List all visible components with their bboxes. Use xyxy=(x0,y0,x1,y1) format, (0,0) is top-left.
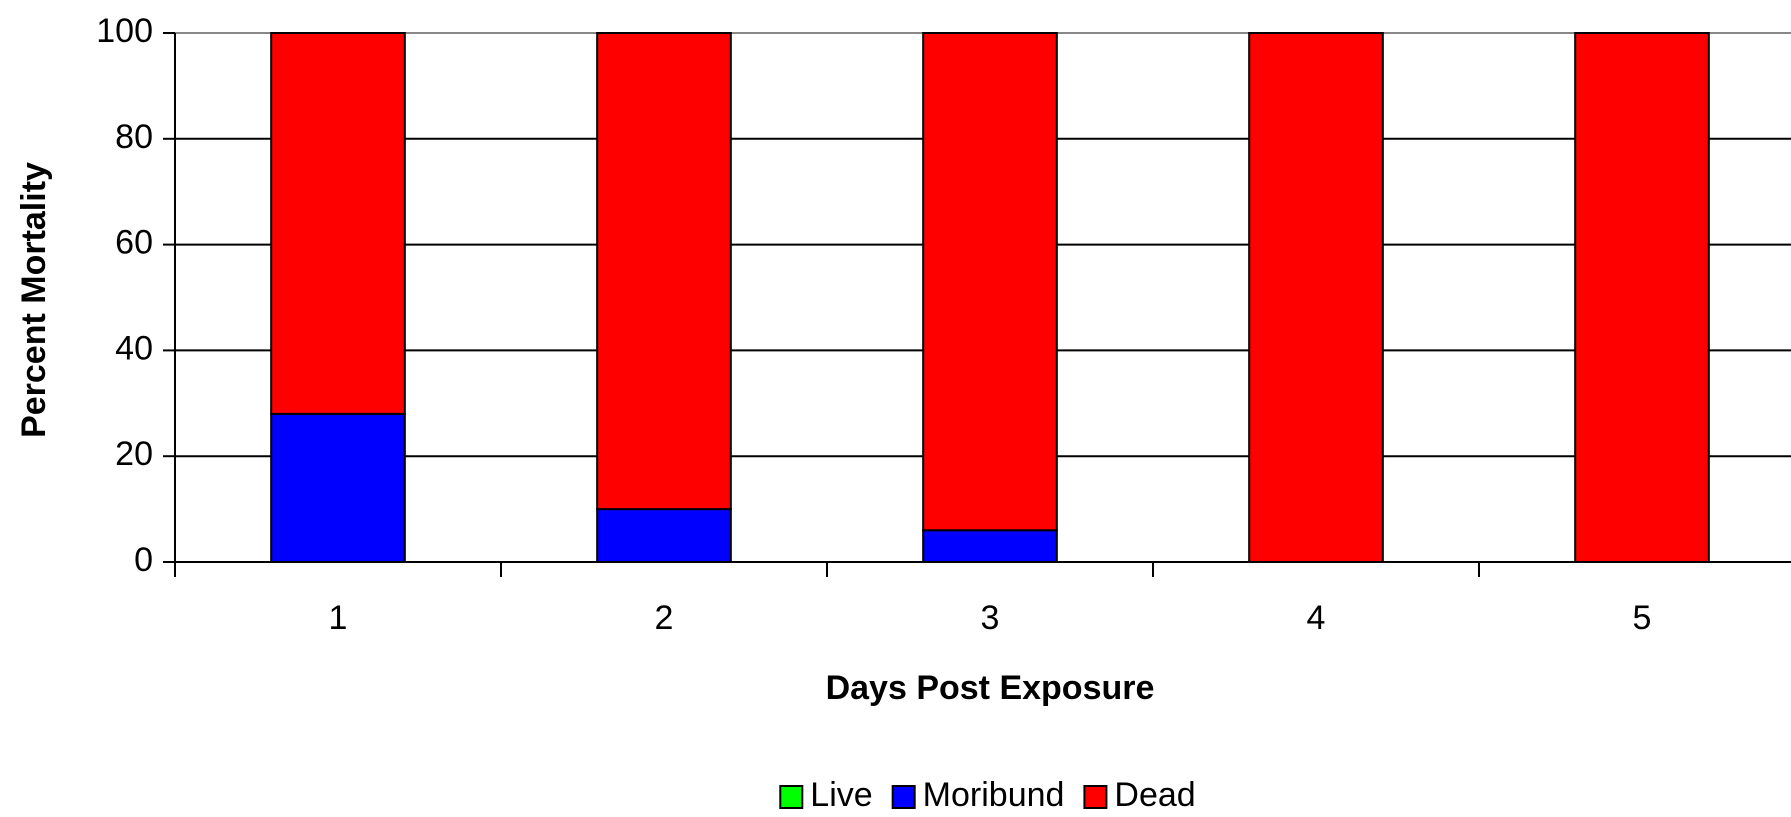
y-tick-label: 80 xyxy=(115,118,153,156)
y-tick-label: 20 xyxy=(115,435,153,473)
y-tick-label: 40 xyxy=(115,329,153,367)
y-tick-label: 0 xyxy=(134,541,153,579)
bar-segment xyxy=(1248,32,1384,563)
y-tick-label: 60 xyxy=(115,224,153,262)
x-tick-label: 4 xyxy=(1307,599,1326,637)
legend: Live Moribund Dead xyxy=(779,776,1196,814)
x-tick-label: 3 xyxy=(981,599,1000,637)
x-axis-title: Days Post Exposure xyxy=(826,669,1155,707)
y-tick-label: 100 xyxy=(96,12,153,50)
bar-segment xyxy=(596,32,732,511)
legend-swatch xyxy=(779,785,804,809)
y-axis-title: Percent Mortality xyxy=(15,162,53,438)
legend-label: Dead xyxy=(1114,776,1195,814)
bar-segment xyxy=(1574,32,1710,563)
bar-segment xyxy=(922,32,1058,532)
legend-swatch xyxy=(891,785,916,809)
bar-segment xyxy=(922,529,1058,564)
legend-label: Live xyxy=(810,776,872,814)
x-tick-label: 2 xyxy=(655,599,674,637)
x-tick-label: 1 xyxy=(329,599,348,637)
legend-swatch xyxy=(1083,785,1108,809)
bar-segment xyxy=(270,412,406,563)
bar-segment xyxy=(596,508,732,564)
legend-label: Moribund xyxy=(923,776,1065,814)
bar-segment xyxy=(270,32,406,415)
x-tick-label: 5 xyxy=(1633,599,1652,637)
